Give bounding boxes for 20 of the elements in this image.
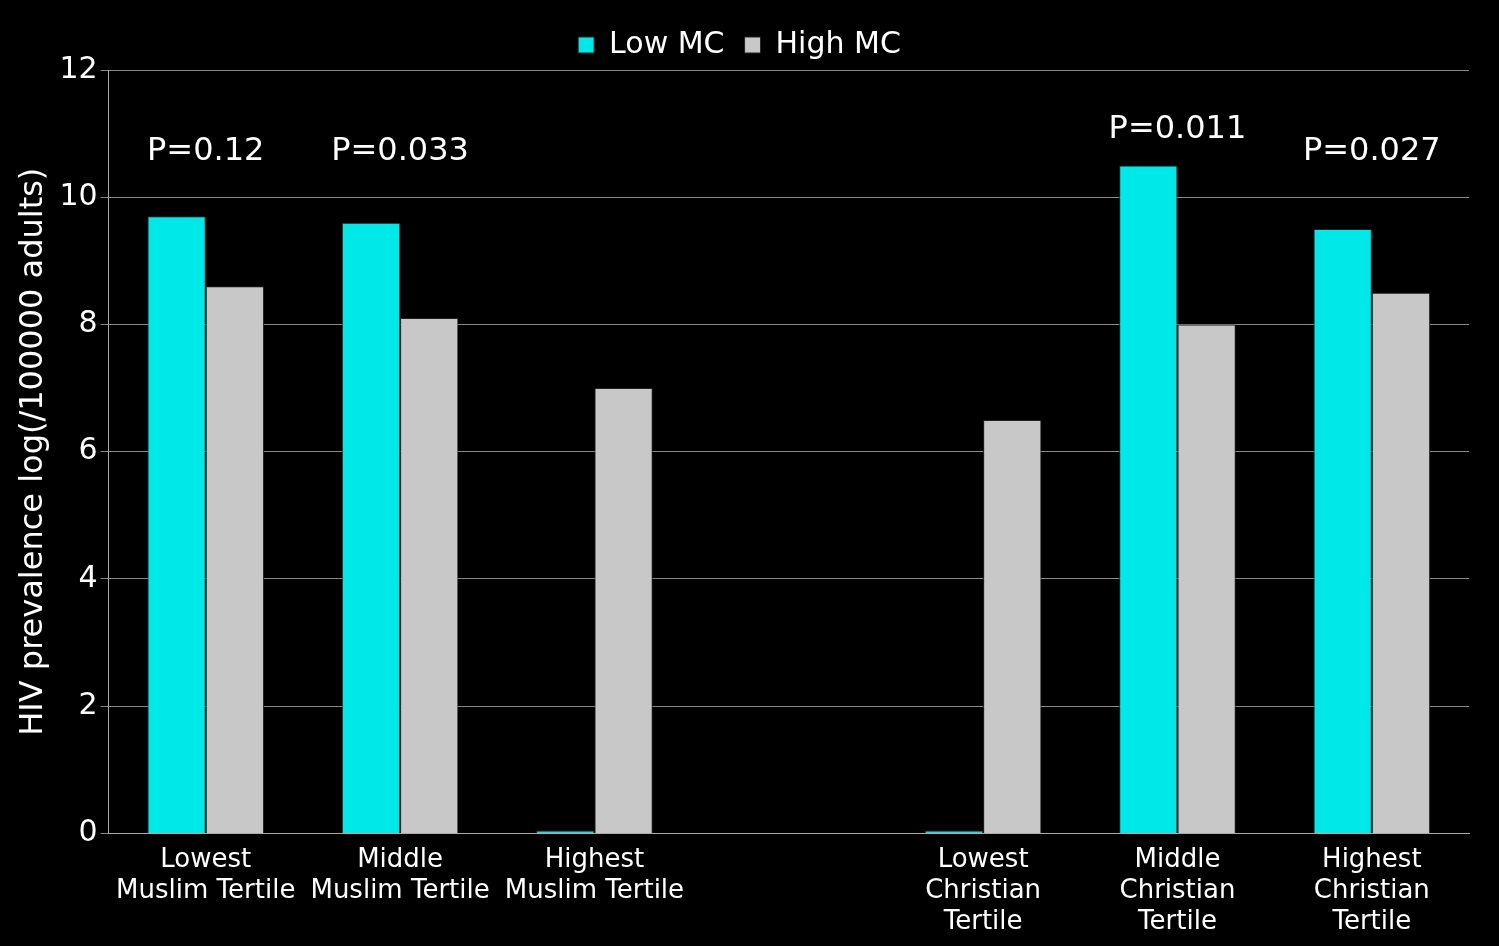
y-tick-label: 8 [78,304,98,340]
y-tick-label: 0 [78,813,98,849]
annotation: P=0.033 [331,129,469,168]
y-tick-label: 4 [78,558,98,594]
annotation: P=0.12 [147,129,265,168]
x-tick-label: Middle Christian Tertile [1119,842,1236,936]
x-tick-label: Lowest Muslim Tertile [116,842,296,904]
annotation: P=0.027 [1302,129,1441,168]
y-axis-title: HIV prevalence log(/100000 adults) [11,167,50,736]
x-tick-label: Middle Muslim Tertile [310,842,490,904]
legend-label: High MC [775,24,901,60]
y-tick-label: 12 [59,49,98,85]
y-tick-label: 2 [78,685,98,721]
annotation: P=0.011 [1108,107,1247,146]
x-tick-label: Highest Muslim Tertile [504,842,685,904]
x-tick-label: Lowest Christian Tertile [925,842,1042,936]
y-tick-label: 6 [78,431,98,467]
x-tick-label: Highest Christian Tertile [1313,842,1430,936]
y-tick-label: 10 [59,177,98,213]
legend-label: Low MC [609,24,725,60]
